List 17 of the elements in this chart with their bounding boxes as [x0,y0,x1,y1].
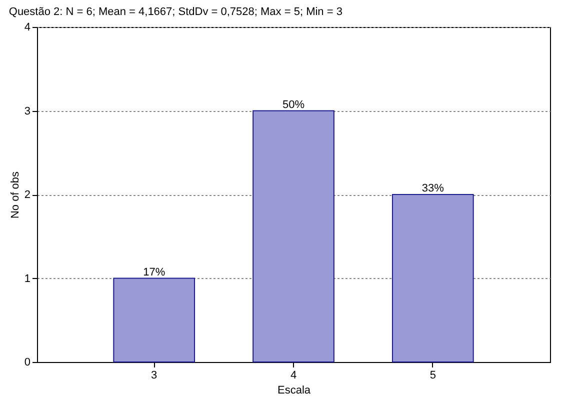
y-tick-label: 4 [24,22,30,34]
annotation: 33% [422,182,444,194]
x-tick-label: 5 [430,370,436,382]
bar [252,110,334,362]
y-tick-label: 0 [24,356,30,368]
bar [113,278,196,362]
bar [392,194,474,362]
y-tick-label: 1 [24,272,30,285]
y-tick-label: 3 [24,105,30,118]
annotation: 50% [282,98,305,111]
y-tick-label: 2 [24,189,30,201]
chart-title: Questão 2: N = 6; Mean = 4,1667; StdDv = 0,7528; Max = 5; Min = 3 [8,6,342,18]
x-tick-label: 3 [151,370,158,382]
y-axis-title: No of obs [9,170,22,219]
x-axis-title: Escala [277,384,312,396]
annotation: 17% [143,266,166,278]
x-tick-label: 4 [290,370,297,382]
